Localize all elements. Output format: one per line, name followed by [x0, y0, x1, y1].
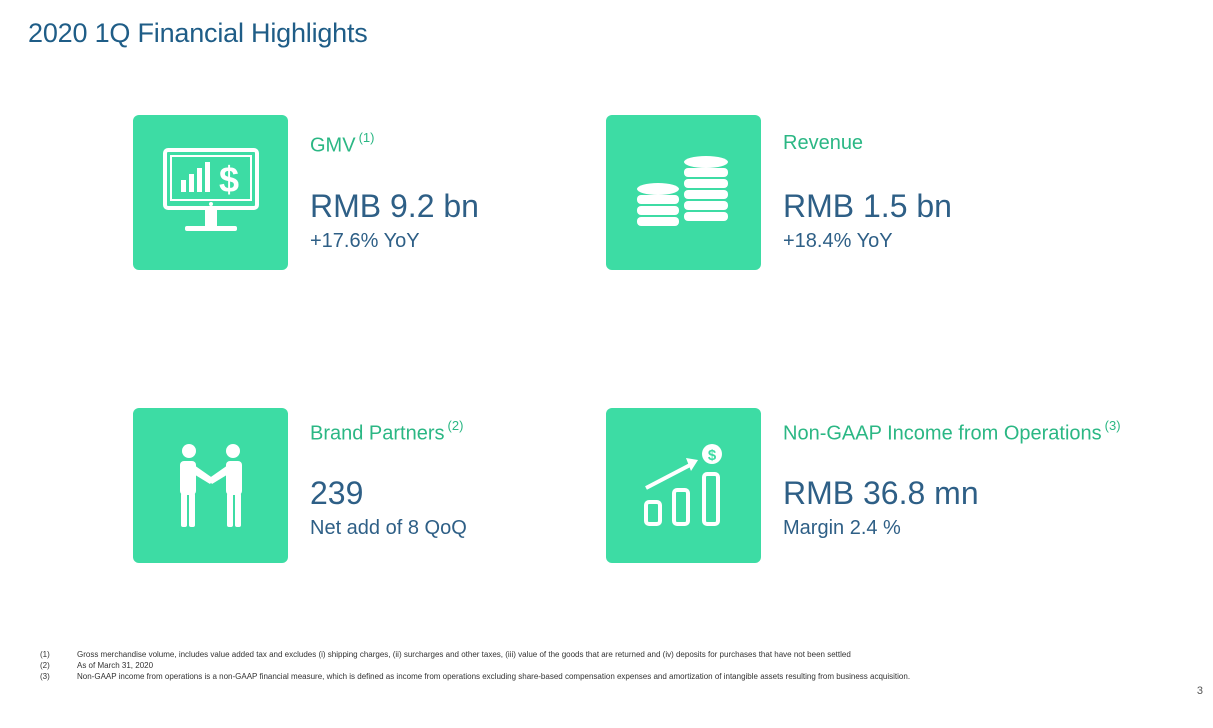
footnote-row: (2) As of March 31, 2020 — [40, 660, 910, 671]
brand-partners-value: 239 — [310, 475, 364, 511]
footnote-text: Non-GAAP income from operations is a non… — [77, 672, 911, 681]
footnote-number: (1) — [40, 650, 50, 659]
footnote-text: Gross merchandise volume, includes value… — [77, 650, 851, 659]
page-number: 3 — [1196, 685, 1203, 697]
brand-partners-footnote-ref: (2) — [447, 418, 464, 433]
svg-text:$: $ — [707, 447, 716, 464]
gmv-footnote-ref: (1) — [358, 130, 375, 145]
footnote-number: (3) — [40, 672, 50, 681]
footnote-row: (3) Non-GAAP income from operations is a… — [40, 671, 910, 682]
gmv-label: GMV (1) — [310, 130, 375, 157]
revenue-label: Revenue — [783, 132, 864, 154]
non-gaap-margin: Margin 2.4 % — [783, 517, 901, 539]
non-gaap-income-value: RMB 36.8 mn — [783, 475, 979, 511]
monitor-chart-dollar-icon: $ — [133, 115, 288, 270]
gmv-growth: +17.6% YoY — [310, 230, 420, 252]
growth-bars-dollar-icon: $ — [606, 408, 761, 563]
revenue-value: RMB 1.5 bn — [783, 188, 952, 224]
footnote-row: (1) Gross merchandise volume, includes v… — [40, 649, 910, 660]
svg-text:$: $ — [218, 159, 238, 200]
page-title: 2020 1Q Financial Highlights — [28, 18, 368, 48]
brand-partners-net-add: Net add of 8 QoQ — [310, 517, 467, 539]
gmv-value: RMB 9.2 bn — [310, 188, 479, 224]
footnote-number: (2) — [40, 661, 50, 670]
revenue-growth: +18.4% YoY — [783, 230, 893, 252]
footnotes: (1) Gross merchandise volume, includes v… — [40, 649, 910, 682]
non-gaap-footnote-ref: (3) — [1104, 418, 1121, 433]
coin-stacks-icon — [606, 115, 761, 270]
brand-partners-label: Brand Partners (2) — [310, 418, 464, 445]
non-gaap-income-label: Non-GAAP Income from Operations (3) — [783, 418, 1121, 445]
footnote-text: As of March 31, 2020 — [77, 661, 154, 670]
handshake-icon — [133, 408, 288, 563]
